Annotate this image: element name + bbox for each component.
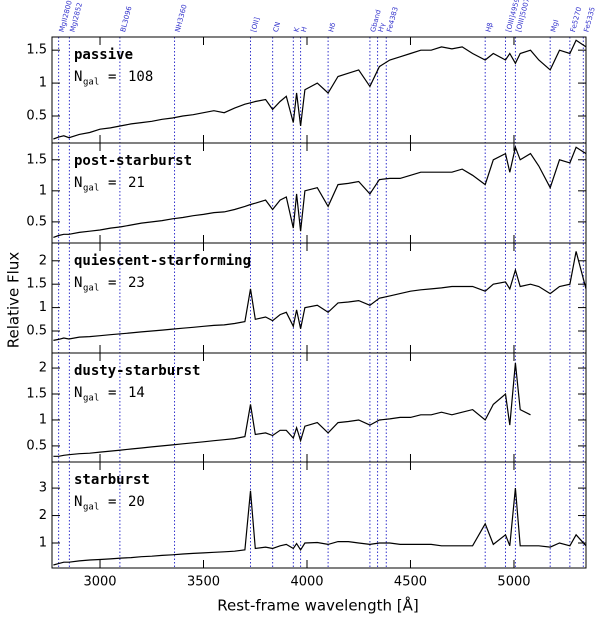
x-tick-label: 4000 bbox=[290, 575, 323, 590]
x-tick-label: 5000 bbox=[497, 575, 530, 590]
y-tick-label: 1 bbox=[39, 300, 47, 315]
ngal-value: 23 bbox=[128, 275, 145, 291]
equals: = bbox=[108, 175, 116, 191]
spectrum bbox=[53, 251, 587, 341]
y-tick-label: 2 bbox=[39, 361, 47, 376]
panel-name: passive bbox=[74, 47, 133, 63]
x-tick-label: 4500 bbox=[394, 575, 427, 590]
spectrum bbox=[53, 488, 587, 566]
spectrum bbox=[53, 39, 587, 140]
x-tick-label: 3000 bbox=[83, 575, 116, 590]
spectral-line-label: Fe4383 bbox=[385, 6, 399, 33]
panel-frame bbox=[51, 461, 587, 569]
spectral-line-label: Hβ bbox=[484, 22, 494, 33]
y-tick-label: 1 bbox=[39, 536, 47, 551]
spectral-line-label: H bbox=[300, 26, 309, 33]
x-axis-label: Rest-frame wavelength [Å] bbox=[217, 596, 418, 615]
y-tick-label: 0.5 bbox=[26, 438, 47, 453]
ngal-subscript: gal bbox=[83, 394, 99, 404]
ngal-symbol: N bbox=[74, 69, 82, 85]
y-tick-label: 1.5 bbox=[26, 387, 47, 402]
y-tick-label: 1 bbox=[39, 412, 47, 427]
y-tick-label: 2 bbox=[39, 253, 47, 268]
spectrum bbox=[53, 362, 531, 457]
panel-name: post-starburst bbox=[74, 153, 192, 169]
spectral-line-label: Hδ bbox=[327, 22, 337, 33]
y-tick-label: 0.5 bbox=[26, 214, 47, 229]
spectral-line-label: CN bbox=[272, 21, 282, 33]
spectral-line-label: K bbox=[292, 26, 301, 33]
y-tick-label: 0.5 bbox=[26, 324, 47, 339]
x-tick-label: 3500 bbox=[187, 575, 220, 590]
panel-name: starburst bbox=[74, 472, 150, 488]
equals: = bbox=[108, 385, 116, 401]
ngal-value: 20 bbox=[128, 494, 145, 510]
ngal-symbol: N bbox=[74, 385, 82, 401]
spectral-line-label: Hγ bbox=[377, 22, 387, 33]
equals: = bbox=[108, 494, 116, 510]
ngal-value: 21 bbox=[128, 175, 145, 191]
y-tick-label: 2 bbox=[39, 508, 47, 523]
ngal-value: 14 bbox=[128, 385, 145, 401]
ngal-subscript: gal bbox=[83, 78, 99, 88]
spectral-line-label: MgI bbox=[549, 19, 560, 33]
ngal-symbol: N bbox=[74, 275, 82, 291]
ngal-value: 108 bbox=[128, 69, 153, 85]
equals: = bbox=[108, 275, 116, 291]
panel-name: quiescent-starforming bbox=[74, 253, 251, 269]
y-tick-label: 1.5 bbox=[26, 152, 47, 167]
y-tick-label: 1 bbox=[39, 76, 47, 91]
ngal-symbol: N bbox=[74, 494, 82, 510]
y-tick-label: 3 bbox=[39, 481, 47, 496]
y-axis-label: Relative Flux bbox=[5, 252, 23, 349]
y-tick-label: 1 bbox=[39, 183, 47, 198]
y-tick-label: 0.5 bbox=[26, 109, 47, 124]
equals: = bbox=[108, 69, 116, 85]
ngal-subscript: gal bbox=[83, 184, 99, 194]
ngal-symbol: N bbox=[74, 175, 82, 191]
spectral-line-label: BL3096 bbox=[119, 5, 134, 33]
spectral-line-label: NH3360 bbox=[174, 4, 189, 33]
ngal-subscript: gal bbox=[83, 503, 99, 513]
spectral-line-label: Fe5270 bbox=[569, 6, 583, 33]
spectrum bbox=[53, 145, 587, 238]
ngal-subscript: gal bbox=[83, 284, 99, 294]
spectral-line-label: Fe5335 bbox=[582, 6, 596, 33]
y-tick-label: 1.5 bbox=[26, 43, 47, 58]
y-tick-label: 1.5 bbox=[26, 277, 47, 292]
spectral-line-label: [OII] bbox=[250, 16, 262, 33]
panel-name: dusty-starburst bbox=[74, 363, 200, 379]
